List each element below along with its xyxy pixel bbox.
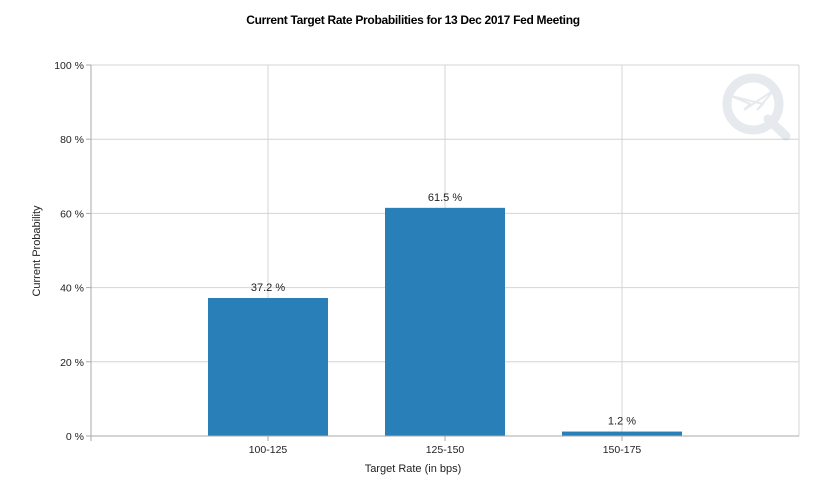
data-label: 1.2 % [608, 416, 636, 428]
chart-title: Current Target Rate Probabilities for 13… [246, 13, 580, 27]
bar-125-150[interactable] [385, 207, 505, 436]
x-tick-labels: 100-125 125-150 150-175 [249, 436, 642, 456]
x-axis-title: Target Rate (in bps) [365, 463, 462, 475]
bar-150-175[interactable] [562, 431, 682, 436]
y-tick-label: 0 % [66, 431, 84, 443]
y-tick-label: 60 % [60, 208, 84, 220]
data-label: 37.2 % [251, 282, 285, 294]
x-tick-label: 125-150 [426, 444, 465, 456]
x-tick-label: 100-125 [249, 444, 288, 456]
y-tick-label: 80 % [60, 134, 84, 146]
data-label: 61.5 % [428, 192, 462, 204]
y-tick-label: 100 % [54, 60, 84, 72]
bar-100-125[interactable] [208, 297, 328, 436]
y-tick-labels: 0 % 20 % 40 % 60 % 80 % 100 % [54, 60, 91, 443]
bars [208, 207, 682, 436]
x-tick-label: 150-175 [603, 444, 642, 456]
y-axis-title: Current Probability [31, 205, 43, 297]
y-tick-label: 20 % [60, 357, 84, 369]
y-tick-label: 40 % [60, 283, 84, 295]
data-labels: 37.2 % 61.5 % 1.2 % [251, 192, 636, 428]
watermark-logo [722, 73, 791, 141]
